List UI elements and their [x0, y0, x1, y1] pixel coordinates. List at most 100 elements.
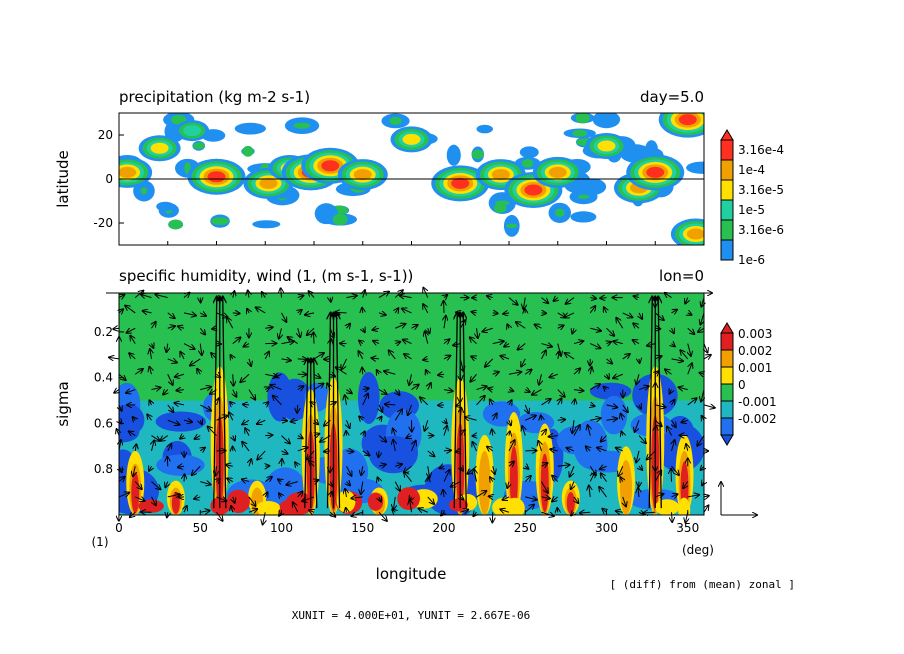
precip-colorbar-swatch — [720, 159, 734, 181]
wind-vector — [502, 497, 510, 500]
wind-vector — [601, 473, 607, 482]
wind-vector — [233, 374, 234, 385]
wind-vector — [265, 402, 268, 405]
wind-vector — [438, 374, 445, 375]
wind-vector — [409, 374, 411, 385]
wind-vector — [243, 404, 250, 405]
wind-vector — [281, 435, 290, 444]
wind-vector — [362, 388, 369, 389]
longitude-tick-label: 0 — [115, 521, 123, 535]
wind-vector — [346, 466, 352, 476]
wind-vector — [423, 304, 429, 314]
wind-vector — [152, 441, 155, 452]
wind-vector — [493, 466, 495, 474]
wind-vector — [347, 390, 352, 394]
wind-vector — [346, 508, 347, 512]
wind-vector — [622, 312, 633, 318]
wind-vector — [671, 494, 678, 497]
wind-vector — [524, 370, 531, 375]
wind-vector — [516, 322, 526, 329]
wind-vector — [378, 313, 386, 315]
wind-vector — [281, 359, 291, 361]
wind-vector — [444, 339, 449, 343]
precip-cell — [592, 113, 621, 129]
wind-vector — [309, 291, 315, 298]
precip-cell — [597, 140, 616, 152]
humidity-dry-cell — [155, 411, 206, 432]
precip-colorbar-label: 1e-5 — [738, 203, 765, 217]
surface-moist-cell — [138, 499, 164, 513]
wind-vector — [346, 451, 354, 452]
wind-vector — [347, 324, 351, 329]
wind-vector — [330, 492, 331, 497]
wind-vector — [443, 470, 450, 482]
wind-vector — [176, 390, 185, 391]
wind-vector — [190, 358, 201, 366]
wind-vector — [379, 497, 381, 502]
wind-vector — [410, 500, 412, 513]
precip-cell — [168, 219, 183, 230]
moist-column — [478, 450, 491, 515]
moist-column — [566, 491, 575, 514]
humidity-colorbar-label: -0.002 — [738, 412, 777, 426]
wind-vector — [539, 374, 542, 384]
wind-vector — [465, 417, 477, 420]
wind-vector — [688, 343, 691, 356]
wind-vector — [460, 510, 468, 513]
wind-vector — [408, 404, 412, 415]
precip-cell — [554, 208, 565, 217]
wind-vector — [524, 504, 534, 513]
wind-vector — [503, 313, 510, 314]
precip-cell — [519, 146, 539, 159]
wind-vector — [443, 490, 444, 497]
wind-vector — [377, 370, 379, 374]
wind-vector — [279, 328, 282, 338]
wind-vector — [404, 472, 412, 482]
wind-vector — [362, 394, 368, 406]
precip-cell — [493, 203, 507, 213]
wind-vector — [313, 384, 324, 391]
updraft-vector — [337, 313, 340, 509]
wind-vector — [359, 351, 363, 360]
updraft-vector — [658, 297, 661, 509]
wind-vector — [525, 466, 528, 469]
wind-vector — [488, 388, 493, 389]
wind-vector — [394, 409, 402, 421]
wind-vector — [113, 328, 120, 329]
wind-vector — [378, 464, 386, 466]
wind-vector — [395, 464, 402, 466]
wind-vector — [160, 435, 169, 441]
wind-vector — [672, 419, 676, 427]
wind-vector — [621, 432, 622, 436]
wind-vector — [119, 309, 123, 313]
wind-vector — [535, 325, 542, 329]
wind-vector — [679, 387, 688, 389]
precip-cell — [645, 140, 658, 158]
surface-moist-cell — [367, 492, 384, 511]
precip-cell — [321, 160, 340, 172]
wind-vector — [200, 313, 206, 316]
sigma-ticks: 0.2 0.4 0.6 0.8 — [94, 325, 124, 476]
wind-vector — [476, 396, 485, 406]
wind-vector — [470, 373, 477, 381]
wind-vector — [152, 496, 156, 505]
wind-vector — [427, 450, 435, 456]
wind-vector — [359, 341, 363, 344]
wind-vector — [200, 387, 211, 390]
precip-colorbar-label: 3.16e-6 — [738, 223, 784, 237]
wind-vector — [470, 337, 477, 344]
wind-vector — [183, 313, 196, 316]
wind-vector — [542, 430, 547, 436]
wind-vector — [567, 448, 575, 451]
wind-vector — [518, 343, 526, 350]
humidity-colorbar-swatch — [720, 417, 734, 436]
humidity-colorbar-swatch — [720, 349, 734, 368]
wind-vector — [687, 398, 697, 406]
wind-vector — [590, 473, 594, 482]
precip-cell — [332, 213, 348, 226]
wind-vector — [247, 309, 249, 313]
wind-vector — [623, 496, 626, 506]
wind-vector — [233, 389, 237, 397]
wind-vector — [532, 389, 542, 395]
